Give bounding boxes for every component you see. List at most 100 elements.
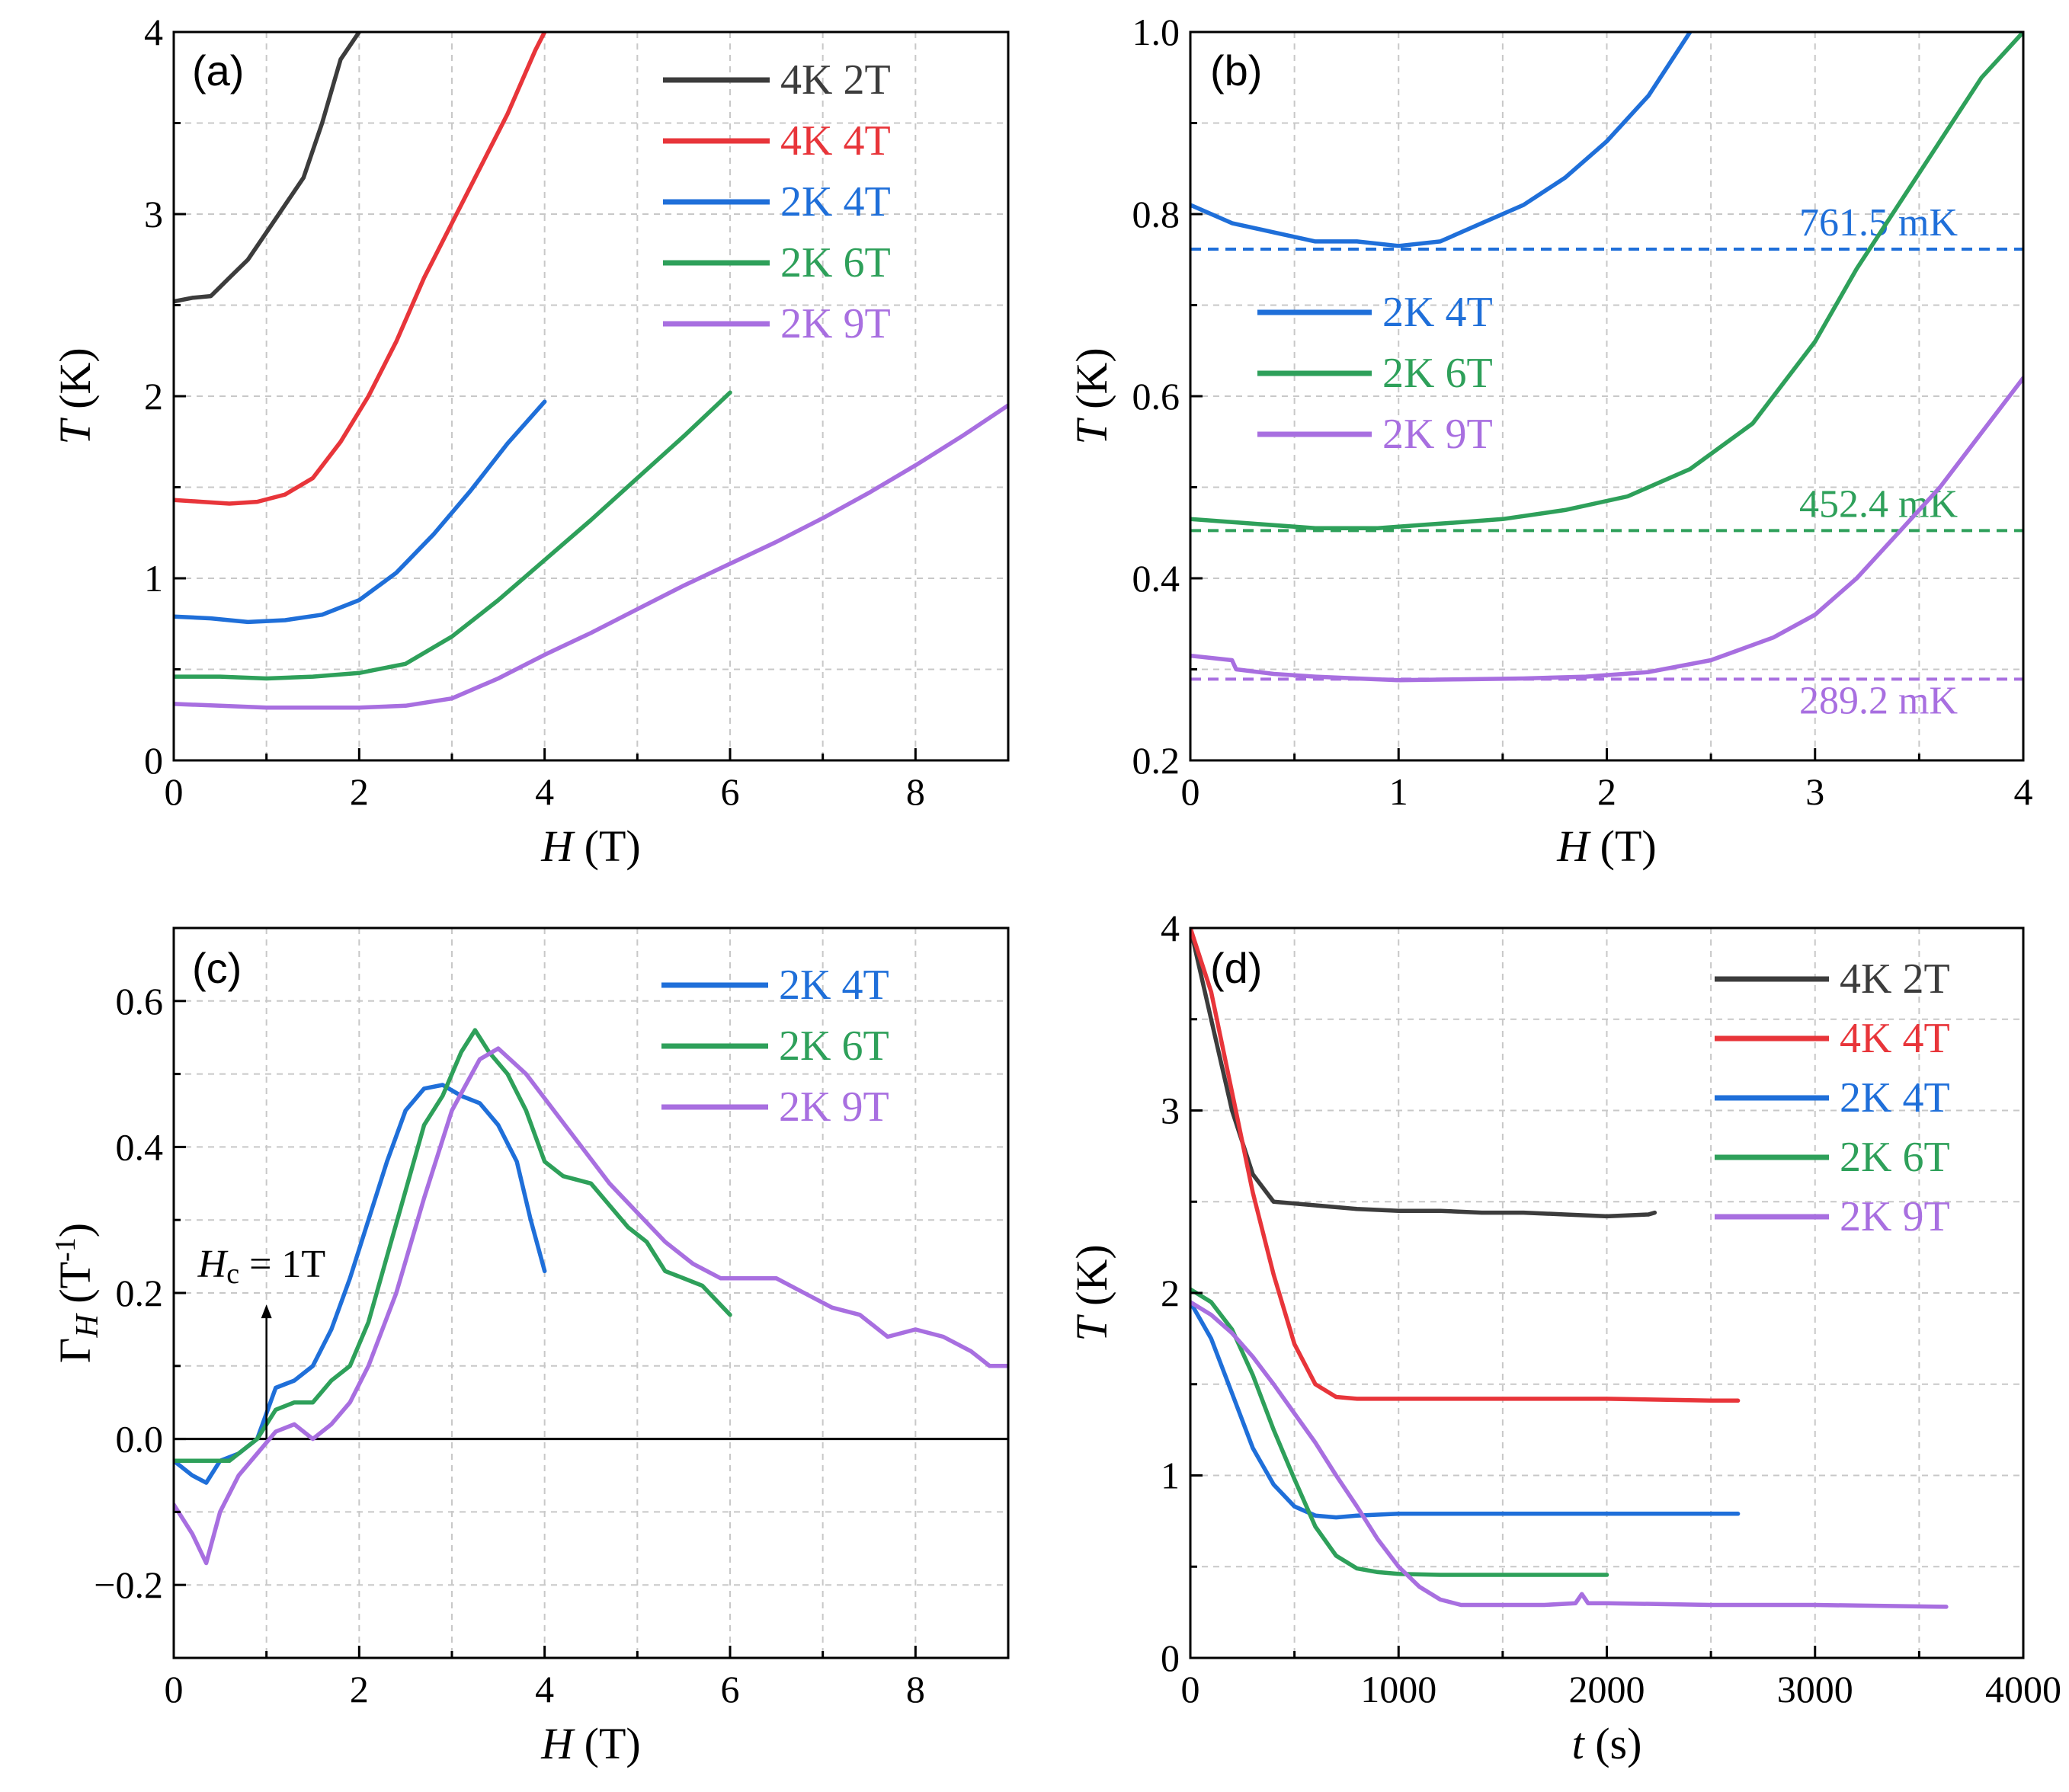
x-tick-label: 0: [165, 1668, 184, 1710]
legend-entry: 4K 4T: [780, 117, 891, 165]
panel-label: (c): [192, 944, 242, 992]
legend-d: 4K 2T 4K 4T 2K 4T 2K 6T 2K 9T: [1715, 955, 1950, 1240]
axes-a: 0 2 4 6 8 0 1 2 3 4: [144, 11, 925, 813]
y-tick-label: −0.2: [94, 1563, 163, 1606]
legend-entry: 2K 6T: [1382, 350, 1493, 397]
x-tick-label: 4000: [1985, 1668, 2061, 1710]
y-tick-label: 0.6: [1132, 375, 1180, 418]
axes-b: 0 1 2 3 4 0.2 0.4 0.6 0.8 1.0: [1132, 11, 2033, 813]
annotation-arrow-head: [261, 1304, 272, 1319]
x-axis-label: t (s): [1572, 1719, 1642, 1768]
series-line-2k-9t: [1190, 376, 2023, 683]
series-line-4k-2t: [174, 32, 362, 304]
legend-entry: 2K 4T: [1840, 1074, 1950, 1122]
x-axis-label: H (T): [540, 821, 640, 871]
series-line-2k-6t: [174, 390, 732, 681]
x-tick-label: 4: [535, 770, 554, 813]
series-line-4k-4t: [174, 32, 547, 506]
legend-entry: 2K 4T: [1382, 289, 1493, 336]
y-axis-label: ΓH (T-1): [50, 1223, 105, 1363]
x-axis-label: H (T): [540, 1719, 640, 1768]
x-tick-label: 8: [906, 1668, 925, 1710]
y-tick-label: 0.6: [116, 980, 164, 1022]
x-tick-label: 8: [906, 770, 925, 813]
x-tick-label: 3000: [1777, 1668, 1853, 1710]
x-tick-label: 4: [2014, 770, 2033, 813]
legend-entry: 4K 2T: [780, 56, 891, 104]
x-tick-label: 2000: [1569, 1668, 1645, 1710]
x-tick-label: 0: [165, 770, 184, 813]
y-tick-label: 0.0: [116, 1418, 164, 1461]
y-tick-label: 0.2: [1132, 739, 1180, 782]
panel-c: Hc = 1T 0 2 4 6 8 −0.2 0.0 0.2 0.4 0.6 H (T) ΓH (T-1…: [50, 926, 1010, 1768]
x-tick-label: 2: [350, 770, 369, 813]
legend-entry: 2K 4T: [780, 178, 891, 226]
panel-a: 0 2 4 6 8 0 1 2 3 4 H (T) T (K) (a) 4K 2T 4K 4T 2K 4T 2K…: [50, 11, 1010, 871]
x-tick-label: 1: [1389, 770, 1408, 813]
series-line-2k-4t: [1190, 32, 1693, 248]
y-tick-label: 4: [144, 11, 163, 53]
x-tick-label: 0: [1181, 770, 1200, 813]
axes-c: 0 2 4 6 8 −0.2 0.0 0.2 0.4 0.6: [94, 980, 925, 1710]
y-tick-label: 3: [144, 193, 163, 235]
legend-entry: 2K 9T: [780, 300, 891, 347]
series-line-2k-6t: [174, 1028, 732, 1464]
x-tick-label: 0: [1181, 1668, 1200, 1710]
legend-b: 2K 4T 2K 6T 2K 9T: [1257, 289, 1493, 458]
series-group-b: [1190, 32, 2023, 683]
y-tick-label: 0.8: [1132, 193, 1180, 235]
x-tick-label: 6: [721, 770, 740, 813]
x-axis-label: H (T): [1556, 821, 1656, 871]
annotation-label: Hc = 1T: [197, 1243, 326, 1290]
series-line-2k-4t: [174, 1083, 547, 1485]
y-tick-label: 0: [1161, 1637, 1180, 1679]
legend-entry: 2K 9T: [1382, 411, 1493, 458]
y-tick-label: 3: [1161, 1090, 1180, 1132]
y-tick-label: 2: [144, 375, 163, 418]
legend-entry: 2K 9T: [779, 1083, 889, 1131]
y-tick-label: 1: [1161, 1454, 1180, 1497]
y-tick-label: 0.4: [116, 1125, 164, 1168]
series-line-2k-4t: [1190, 1300, 1741, 1520]
series-line-2k-9t: [1190, 1300, 1949, 1609]
y-tick-label: 0.4: [1132, 557, 1180, 600]
legend-c: 2K 4T 2K 6T 2K 9T: [661, 962, 889, 1131]
y-axis-label: T (K): [1067, 347, 1116, 444]
legend-entry: 2K 9T: [1840, 1193, 1950, 1240]
x-tick-label: 6: [721, 1668, 740, 1710]
x-tick-label: 1000: [1360, 1668, 1436, 1710]
legend-entry: 2K 6T: [1840, 1134, 1950, 1181]
legend-entry: 2K 4T: [779, 962, 889, 1009]
x-tick-label: 3: [1805, 770, 1824, 813]
y-axis-label: T (K): [50, 347, 100, 444]
y-tick-label: 1: [144, 557, 163, 600]
axes-d: 0 1000 2000 3000 4000 0 1 2 3 4: [1161, 907, 2061, 1710]
x-tick-label: 4: [535, 1668, 554, 1710]
series-line-4k-4t: [1190, 928, 1741, 1403]
y-tick-label: 0.2: [116, 1272, 164, 1314]
panel-d: 0 1000 2000 3000 4000 0 1 2 3 4 t (s) T (K) (d) 4K 2T…: [1067, 907, 2061, 1768]
panel-label: (a): [192, 46, 244, 94]
series-line-2k-9t: [174, 1046, 1008, 1566]
legend-entry: 2K 6T: [780, 239, 891, 286]
panel-label: (d): [1210, 944, 1262, 992]
x-tick-label: 2: [1597, 770, 1616, 813]
series-group-a: [174, 32, 1008, 710]
series-line-2k-4t: [174, 399, 547, 625]
x-tick-label: 2: [350, 1668, 369, 1710]
series-group-c: [174, 1028, 1008, 1566]
series-group-d: [1190, 928, 1949, 1609]
series-line-2k-9t: [174, 403, 1008, 710]
y-tick-label: 2: [1161, 1272, 1180, 1314]
y-axis-label: T (K): [1067, 1244, 1116, 1341]
series-line-2k-6t: [1190, 32, 2023, 531]
reference-label: 289.2 mK: [1799, 679, 1958, 722]
y-tick-label: 1.0: [1132, 11, 1180, 53]
y-tick-label: 0: [144, 739, 163, 782]
legend-a: 4K 2T 4K 4T 2K 4T 2K 6T 2K 9T: [663, 56, 891, 347]
reference-label: 452.4 mK: [1799, 482, 1958, 526]
panel-label: (b): [1210, 46, 1262, 94]
y-tick-label: 4: [1161, 907, 1180, 949]
